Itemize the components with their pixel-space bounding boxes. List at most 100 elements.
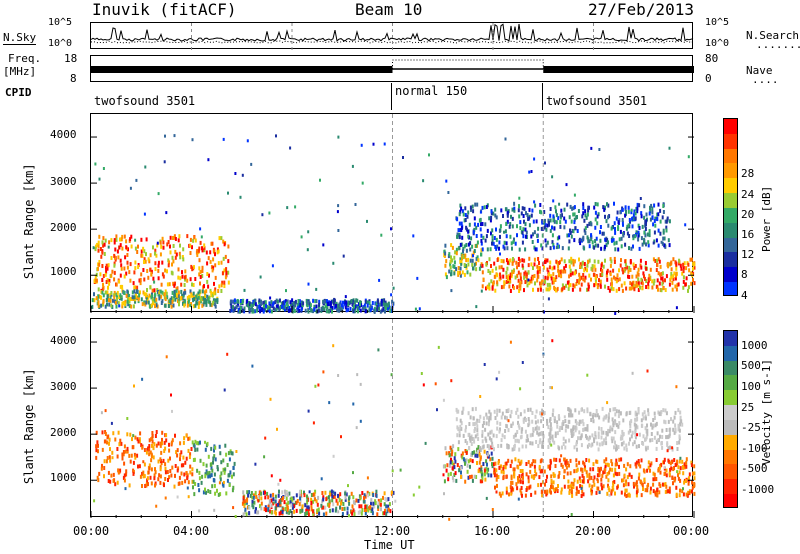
data-cell <box>174 237 177 241</box>
data-cell <box>623 268 626 273</box>
data-cell <box>468 422 471 426</box>
data-cell <box>678 434 681 439</box>
data-cell <box>518 447 521 452</box>
data-cell <box>633 440 636 445</box>
power-cb-segment <box>724 222 737 238</box>
data-cell <box>274 506 277 511</box>
data-cell <box>662 236 665 241</box>
data-cell <box>250 303 253 308</box>
data-cell <box>476 453 479 458</box>
data-cell <box>184 460 187 465</box>
data-cell <box>111 456 114 460</box>
data-cell <box>521 263 524 268</box>
data-cell <box>544 218 546 223</box>
data-cell <box>383 142 386 146</box>
cpid-divider <box>542 83 543 110</box>
data-cell <box>213 483 216 488</box>
data-cell <box>609 263 612 268</box>
data-cell <box>511 480 514 485</box>
data-cell <box>480 238 483 243</box>
data-cell <box>381 308 384 313</box>
data-cell <box>637 410 640 415</box>
data-cell <box>168 299 171 304</box>
data-cell <box>647 465 650 470</box>
data-cell <box>496 483 498 488</box>
data-cell <box>555 275 558 280</box>
data-cell <box>674 463 677 467</box>
data-cell <box>119 237 121 242</box>
data-cell <box>126 449 129 454</box>
data-cell <box>325 497 328 502</box>
data-cell <box>191 479 194 484</box>
data-cell <box>509 272 512 277</box>
data-cell <box>300 235 303 239</box>
data-cell <box>198 476 201 481</box>
data-cell <box>634 435 637 440</box>
data-cell <box>494 461 497 466</box>
data-cell <box>505 461 508 466</box>
data-cell <box>328 309 330 314</box>
data-cell <box>576 467 579 472</box>
data-cell <box>331 306 334 310</box>
data-cell <box>459 242 462 247</box>
data-cell <box>477 449 479 454</box>
data-cell <box>467 229 470 234</box>
data-cell <box>132 460 135 465</box>
data-cell <box>330 489 333 494</box>
data-cell <box>588 273 591 278</box>
data-cell <box>171 255 174 260</box>
data-cell <box>275 298 278 303</box>
data-cell <box>348 300 351 305</box>
data-cell <box>201 265 204 270</box>
data-cell <box>335 506 338 511</box>
data-cell <box>591 484 594 489</box>
data-cell <box>589 467 592 472</box>
data-cell <box>167 478 169 482</box>
data-cell <box>486 247 489 252</box>
data-cell <box>104 304 107 309</box>
data-cell <box>560 454 563 458</box>
data-cell <box>661 276 664 281</box>
y-tick-label: 2000 <box>50 426 77 439</box>
data-cell <box>561 283 564 288</box>
data-cell <box>575 215 578 220</box>
data-cell <box>463 244 466 249</box>
data-cell <box>388 502 391 507</box>
data-cell <box>373 504 376 509</box>
data-cell <box>672 427 675 432</box>
data-cell <box>643 215 646 220</box>
data-cell <box>583 409 586 414</box>
data-cell <box>564 219 567 224</box>
data-cell <box>456 234 459 239</box>
data-cell <box>320 307 323 311</box>
data-cell <box>128 483 131 488</box>
data-cell <box>629 437 631 442</box>
data-cell <box>549 466 551 471</box>
data-cell <box>126 289 129 294</box>
data-cell <box>307 507 310 512</box>
data-cell <box>516 233 518 238</box>
data-cell <box>665 274 668 279</box>
data-cell <box>615 462 618 467</box>
data-cell <box>380 299 383 303</box>
data-cell <box>185 433 188 438</box>
data-cell <box>152 455 155 460</box>
data-cell <box>281 301 284 306</box>
data-cell <box>179 276 182 281</box>
data-cell <box>318 299 321 304</box>
data-cell <box>170 440 173 445</box>
data-cell <box>97 478 100 483</box>
data-cell <box>254 462 257 466</box>
data-cell <box>610 277 613 282</box>
data-cell <box>668 243 671 248</box>
data-cell <box>284 305 287 310</box>
data-cell <box>461 209 464 214</box>
data-cell <box>601 272 604 277</box>
data-cell <box>604 214 606 219</box>
data-cell <box>655 238 658 243</box>
data-cell <box>624 488 627 493</box>
data-cell <box>540 281 543 286</box>
data-cell <box>505 486 508 491</box>
data-cell <box>108 441 110 446</box>
data-cell <box>664 244 667 249</box>
